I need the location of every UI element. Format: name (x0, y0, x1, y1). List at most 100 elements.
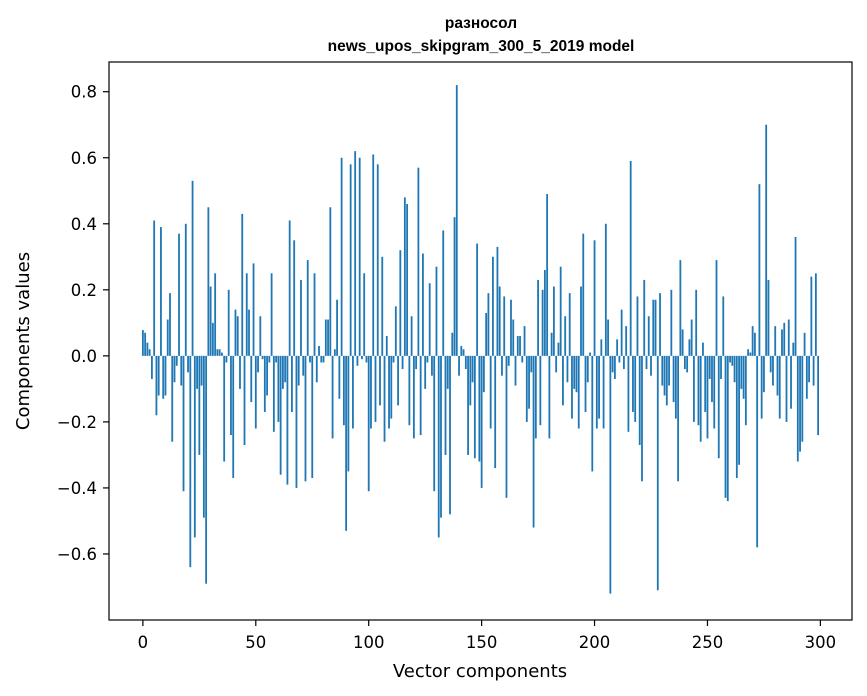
bar-144 (467, 355, 469, 455)
bar-290 (796, 355, 799, 462)
bar-199 (591, 355, 594, 472)
bar-3 (148, 349, 151, 356)
bar-202 (598, 355, 600, 419)
bar-131 (437, 355, 440, 538)
bar-25 (198, 355, 201, 455)
bar-252 (711, 355, 713, 403)
bar-36 (223, 355, 226, 462)
bar-182 (552, 286, 555, 356)
bar-257 (722, 296, 725, 356)
bar-54 (263, 355, 266, 412)
x-ticks-group: 0 50 100 150 200 250 300 (138, 620, 836, 652)
bar-194 (580, 286, 582, 356)
bar-148 (476, 243, 479, 356)
bar-147 (473, 355, 476, 459)
bar-24 (196, 355, 198, 389)
bar-241 (686, 355, 689, 373)
bar-82 (327, 319, 329, 356)
bar-96 (358, 157, 361, 356)
bar-237 (677, 355, 680, 482)
bar-253 (713, 355, 716, 429)
bar-287 (790, 355, 792, 409)
bar-40 (232, 355, 235, 479)
bar-288 (792, 342, 795, 356)
bar-167 (519, 336, 521, 356)
bar-289 (794, 236, 797, 356)
bar-163 (510, 299, 512, 356)
bar-6 (155, 355, 158, 416)
bar-246 (697, 355, 700, 426)
bar-175 (537, 279, 539, 356)
y-tick-label: 0.0 (71, 347, 97, 366)
bar-129 (433, 355, 436, 492)
bar-224 (647, 316, 650, 356)
x-tick-label: 200 (579, 633, 611, 652)
bar-291 (799, 355, 801, 452)
bar-275 (763, 355, 765, 393)
chart-title-line1: разносол (445, 15, 517, 32)
bar-255 (717, 355, 720, 459)
bar-2 (146, 342, 149, 356)
bar-124 (422, 253, 424, 356)
bar-259 (726, 355, 729, 502)
bar-183 (555, 355, 558, 373)
bar-205 (604, 223, 607, 356)
bar-186 (562, 355, 564, 406)
bar-227 (654, 299, 657, 356)
bar-292 (801, 355, 804, 442)
bar-164 (512, 319, 515, 356)
bar-225 (650, 355, 652, 376)
bar-156 (494, 355, 497, 469)
bar-159 (501, 355, 503, 376)
bar-20 (187, 355, 189, 373)
bar-80 (322, 355, 325, 363)
bar-228 (656, 355, 659, 591)
bar-226 (652, 299, 655, 356)
bar-111 (392, 355, 395, 363)
bar-286 (787, 319, 790, 356)
bar-76 (313, 273, 316, 356)
bar-249 (704, 355, 707, 412)
bar-169 (523, 326, 526, 356)
bar-42 (236, 316, 239, 356)
bar-192 (575, 355, 578, 393)
bar-267 (744, 355, 747, 426)
bar-23 (193, 355, 196, 538)
bar-75 (311, 355, 314, 479)
bar-105 (379, 355, 381, 406)
bar-113 (397, 355, 399, 406)
bar-229 (659, 293, 661, 356)
bar-62 (281, 355, 284, 389)
bar-215 (627, 355, 630, 432)
bar-258 (724, 355, 727, 498)
bar-115 (401, 355, 404, 370)
bar-157 (496, 246, 499, 356)
bar-254 (715, 260, 718, 356)
bar-101 (370, 355, 372, 429)
bar-154 (489, 355, 492, 429)
bar-67 (293, 240, 296, 356)
bar-93 (352, 355, 354, 429)
bar-81 (324, 319, 327, 356)
bar-88 (340, 157, 343, 356)
bar-77 (315, 355, 318, 383)
bar-174 (534, 355, 537, 439)
bar-177 (541, 289, 544, 356)
bar-191 (573, 355, 576, 389)
y-tick-label: −0.6 (57, 545, 97, 564)
bar-208 (611, 355, 614, 373)
bar-166 (516, 336, 519, 356)
bar-110 (390, 355, 393, 419)
bar-89 (342, 355, 345, 426)
bar-210 (616, 339, 619, 356)
bar-73 (306, 260, 309, 356)
bar-14 (173, 355, 176, 383)
bar-56 (268, 355, 271, 363)
bar-238 (679, 260, 682, 356)
bar-44 (241, 213, 244, 356)
bar-278 (769, 355, 772, 373)
bar-11 (166, 319, 169, 356)
bar-272 (756, 355, 759, 548)
bar-266 (742, 355, 745, 399)
